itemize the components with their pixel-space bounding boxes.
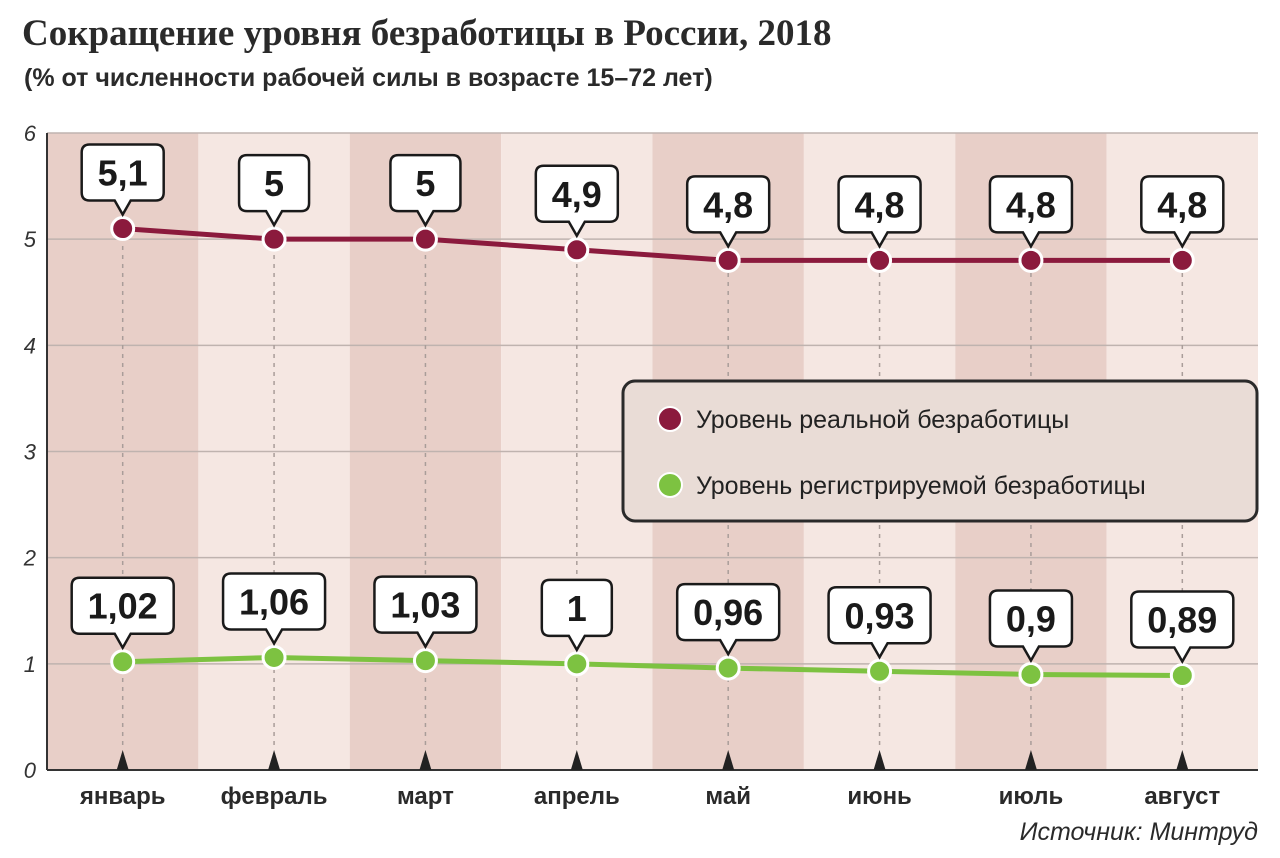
data-point bbox=[564, 651, 590, 677]
data-label: 4,8 bbox=[855, 184, 905, 225]
data-label-bubble bbox=[837, 175, 922, 249]
legend-box bbox=[621, 379, 1259, 523]
data-point bbox=[1018, 661, 1044, 687]
legend-marker bbox=[657, 472, 683, 498]
data-label-bubble bbox=[373, 575, 478, 650]
data-point bbox=[564, 237, 590, 263]
data-label-bubble bbox=[540, 578, 614, 653]
tick-triangle bbox=[1176, 750, 1189, 770]
data-label: 0,89 bbox=[1147, 600, 1217, 641]
data-label: 1,03 bbox=[390, 585, 460, 626]
data-label: 4,9 bbox=[552, 174, 602, 215]
data-label-bubble bbox=[237, 153, 311, 228]
tick-triangle bbox=[873, 750, 886, 770]
legend-label: Уровень реальной безработицы bbox=[696, 406, 1069, 434]
data-label: 5 bbox=[415, 163, 435, 204]
y-tick-label: 4 bbox=[24, 333, 36, 358]
data-label-bubble bbox=[988, 175, 1074, 249]
x-tick-label: февраль bbox=[221, 783, 328, 810]
data-label-bubble bbox=[988, 589, 1074, 663]
x-tick-label: май bbox=[705, 783, 751, 810]
data-label: 5 bbox=[264, 163, 284, 204]
data-label-bubble bbox=[1130, 590, 1235, 665]
data-label: 4,8 bbox=[1006, 184, 1056, 225]
data-point bbox=[261, 226, 287, 252]
chart-subtitle: (% от численности рабочей силы в возраст… bbox=[24, 64, 713, 92]
data-point bbox=[1018, 247, 1044, 273]
y-tick-label: 5 bbox=[24, 227, 37, 252]
data-label-bubble bbox=[685, 175, 771, 249]
data-label-bubble bbox=[389, 153, 462, 228]
data-point bbox=[110, 649, 136, 675]
data-label-bubble bbox=[675, 582, 781, 657]
tick-triangle bbox=[419, 750, 432, 770]
data-label-bubble bbox=[534, 164, 620, 239]
x-tick-label: апрель bbox=[534, 783, 620, 810]
chart-title: Сокращение уровня безработицы в России, … bbox=[22, 13, 832, 54]
data-label-bubble bbox=[827, 586, 932, 660]
tick-triangle bbox=[570, 750, 583, 770]
data-label: 5,1 bbox=[98, 153, 148, 194]
series-line bbox=[122, 226, 1183, 263]
data-label: 1,02 bbox=[88, 586, 158, 627]
y-tick-label: 0 bbox=[24, 758, 37, 783]
data-point bbox=[867, 658, 893, 684]
legend-label: Уровень регистрируемой безработицы bbox=[696, 472, 1146, 500]
tick-triangle bbox=[1024, 750, 1037, 770]
data-point bbox=[110, 216, 136, 242]
x-tick-label: июнь bbox=[847, 783, 912, 810]
data-point bbox=[1169, 247, 1195, 273]
x-tick-label: июль bbox=[999, 783, 1064, 810]
data-label: 1 bbox=[567, 588, 587, 629]
tick-triangle bbox=[268, 750, 281, 770]
data-label-bubble bbox=[70, 576, 175, 651]
x-tick-label: январь bbox=[79, 783, 166, 810]
legend-marker bbox=[657, 406, 683, 432]
y-tick-label: 2 bbox=[23, 546, 36, 571]
data-label: 0,9 bbox=[1006, 598, 1056, 639]
x-tick-label: август bbox=[1144, 783, 1220, 810]
data-label: 0,93 bbox=[845, 595, 915, 636]
data-point bbox=[1169, 663, 1195, 689]
y-tick-label: 1 bbox=[24, 652, 36, 677]
data-label-bubble bbox=[221, 572, 327, 646]
data-label: 0,96 bbox=[693, 592, 763, 633]
y-tick-label: 6 bbox=[24, 121, 37, 146]
data-point bbox=[412, 226, 438, 252]
x-tick-label: март bbox=[397, 783, 454, 810]
series-line bbox=[122, 654, 1183, 679]
tick-triangle bbox=[116, 750, 129, 770]
data-point bbox=[715, 655, 741, 681]
data-point bbox=[261, 644, 287, 670]
source-note: Источник: Минтруд bbox=[1019, 818, 1258, 846]
data-point bbox=[412, 648, 438, 674]
data-point bbox=[715, 247, 741, 273]
data-label: 4,8 bbox=[1157, 184, 1207, 225]
data-point bbox=[867, 247, 893, 273]
tick-triangle bbox=[722, 750, 735, 770]
data-label: 1,06 bbox=[239, 581, 309, 622]
data-label-bubble bbox=[1140, 175, 1225, 249]
data-label-bubble bbox=[80, 143, 165, 218]
y-tick-label: 3 bbox=[24, 440, 37, 465]
data-label: 4,8 bbox=[703, 184, 753, 225]
